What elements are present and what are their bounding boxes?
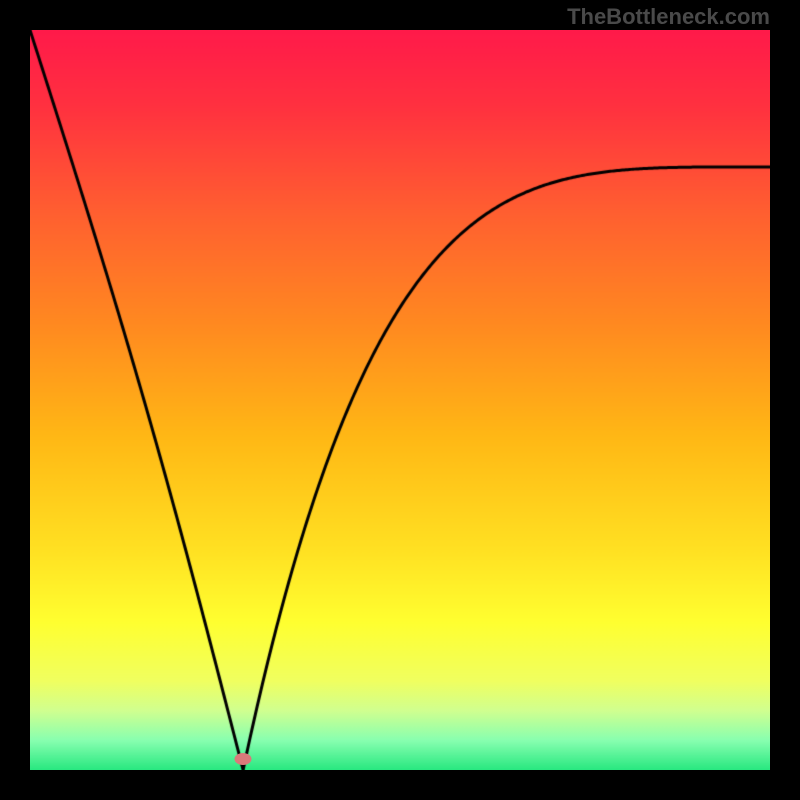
plot-area	[30, 30, 770, 770]
bottleneck-curve	[30, 30, 770, 770]
watermark-text: TheBottleneck.com	[567, 4, 770, 30]
dip-marker	[235, 753, 252, 765]
chart-stage: TheBottleneck.com	[0, 0, 800, 800]
